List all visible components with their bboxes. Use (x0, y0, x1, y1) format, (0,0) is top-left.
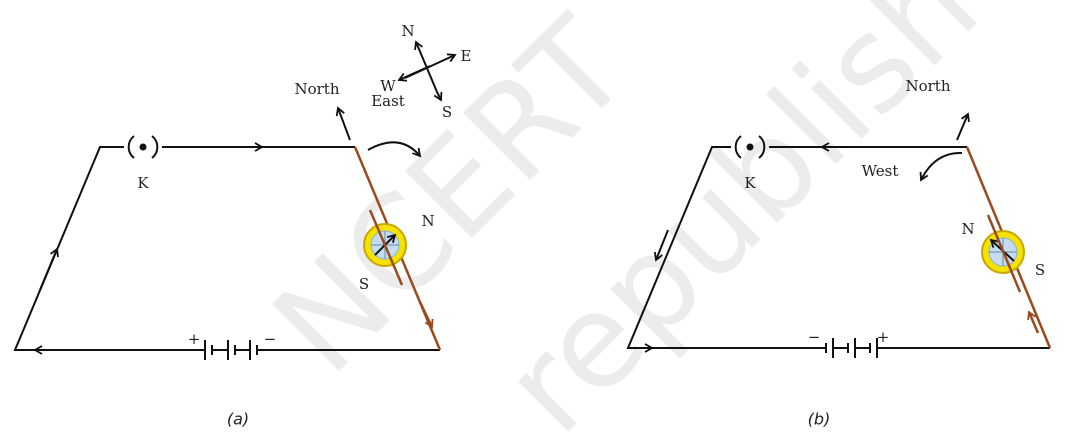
current-arrow (1027, 310, 1040, 334)
rose-south: S (442, 103, 452, 121)
test-wire (986, 214, 1022, 293)
battery-negative: − (808, 328, 821, 346)
rose-east: E (461, 47, 472, 65)
caption: (a) (227, 410, 249, 429)
wire (626, 146, 820, 349)
needle-south: S (359, 275, 369, 293)
battery (820, 338, 885, 358)
key-label: K (137, 174, 149, 192)
rose-west: W (380, 77, 396, 95)
compass-rose: N E W S (380, 22, 471, 121)
battery-positive: + (188, 330, 201, 348)
current-arrow (39, 247, 59, 291)
panel-b: K − + North West N S (b) (626, 77, 1052, 429)
wire (13, 146, 200, 351)
north-arrow (335, 106, 351, 141)
north-arrow (956, 112, 970, 141)
key-plug (139, 143, 147, 151)
caption: (b) (808, 410, 831, 429)
needle-north: N (961, 220, 974, 238)
deflection-label: West (862, 162, 899, 180)
deflection-arrow (919, 151, 963, 182)
key (127, 135, 159, 159)
test-wire (368, 209, 404, 286)
deflection-arrow (367, 141, 422, 158)
key-label: K (744, 174, 756, 192)
key (734, 135, 766, 159)
key-plug (746, 143, 754, 151)
current-arrow (418, 301, 434, 329)
north-label: North (294, 80, 339, 98)
needle-north: N (421, 212, 434, 230)
battery-positive: + (877, 328, 890, 346)
rose-north: N (401, 22, 414, 40)
battery (200, 340, 265, 360)
panel-a: K + − North East N S (a) (13, 80, 442, 429)
current-arrow (653, 229, 669, 262)
deflection-label: East (371, 92, 405, 110)
battery-negative: − (264, 330, 277, 348)
needle-south: S (1035, 261, 1045, 279)
north-label: North (905, 77, 950, 95)
